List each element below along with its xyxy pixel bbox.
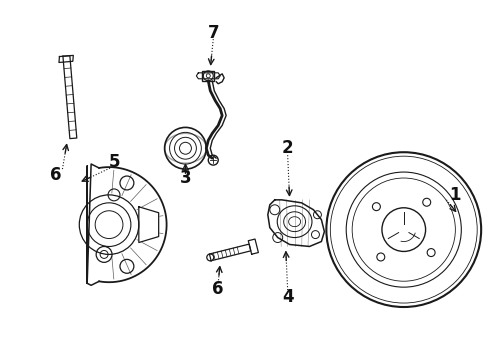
Text: 1: 1 [450,186,461,204]
Polygon shape [59,55,74,63]
Text: 4: 4 [282,288,294,306]
Text: 6: 6 [49,166,61,184]
Text: 7: 7 [207,24,219,42]
Polygon shape [139,207,159,243]
Text: 2: 2 [282,139,294,157]
Polygon shape [248,239,258,254]
Text: 6: 6 [213,280,224,298]
Text: 5: 5 [108,153,120,171]
Polygon shape [209,244,251,261]
Text: 3: 3 [180,169,191,187]
Polygon shape [63,56,77,139]
Circle shape [207,254,214,261]
